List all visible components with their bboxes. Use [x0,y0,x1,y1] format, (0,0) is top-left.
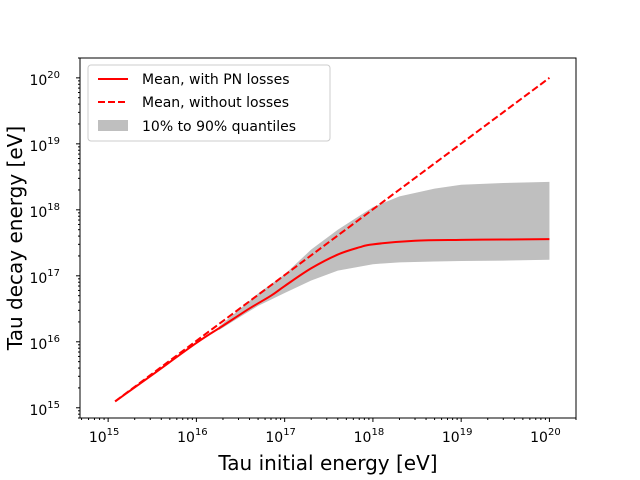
quantile-band [218,181,550,331]
legend-swatch-quantiles [98,120,128,131]
legend: Mean, with PN losses Mean, without losse… [87,64,331,142]
plot-layer [114,77,551,403]
legend-label-quantiles: 10% to 90% quantiles [142,119,296,135]
series-line-with-losses [114,238,550,403]
legend-frame [87,64,331,142]
plot-frame [79,57,577,419]
y-axis-title: Tau decay energy [eV] [3,126,27,351]
series-line-without-losses [114,77,551,403]
x-axis-title: Tau initial energy [eV] [217,451,437,475]
legend-label-with-losses: Mean, with PN losses [142,72,290,88]
legend-label-without-losses: Mean, without losses [142,95,289,111]
